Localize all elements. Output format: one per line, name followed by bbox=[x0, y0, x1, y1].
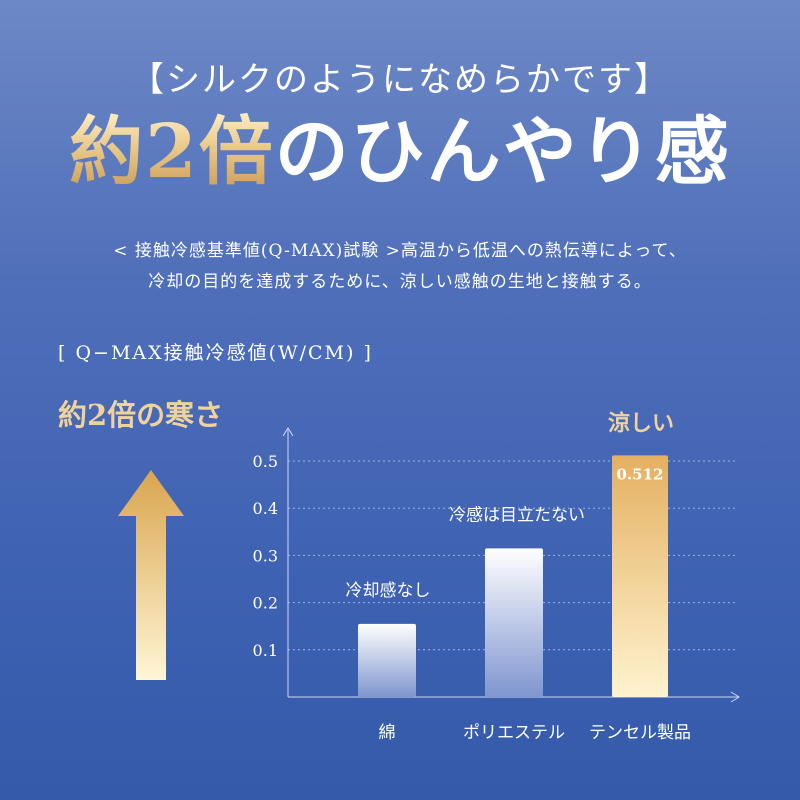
y-tick-label: 0.3 bbox=[253, 546, 278, 565]
up-arrow-icon bbox=[118, 470, 184, 684]
headline: 約2倍のひんやり感 bbox=[0, 109, 800, 195]
x-tick-label: 綿 bbox=[379, 723, 396, 743]
y-tick-label: 0.1 bbox=[253, 641, 278, 660]
subtitle: 【シルクのようになめらかです】 bbox=[130, 60, 670, 100]
bar bbox=[485, 548, 543, 697]
description-line-1: < 接触冷感基準値(Q-MAX)試験 >高温から低温への熱伝導によって、 bbox=[113, 241, 687, 261]
x-axis-arrow-icon bbox=[730, 691, 740, 703]
x-tick-label: ポリエステル bbox=[463, 723, 565, 743]
qmax-label: [ Q−MAX接触冷感値(W/CM) ] bbox=[58, 342, 373, 364]
y-tick-label: 0.4 bbox=[253, 499, 278, 518]
bar-annotation: 涼しい bbox=[608, 410, 674, 436]
bar-annotation: 冷感は目立たない bbox=[449, 505, 585, 525]
description: < 接触冷感基準値(Q-MAX)試験 >高温から低温への熱伝導によって、 冷却の… bbox=[0, 236, 800, 298]
bar-annotation: 冷却感なし bbox=[346, 581, 431, 601]
data-label: 0.512 bbox=[617, 465, 664, 483]
bar bbox=[612, 455, 668, 697]
headline-highlight: 約2倍 bbox=[69, 109, 275, 195]
x-tick-label: テンセル製品 bbox=[589, 723, 691, 743]
twice-cold-label: 約2倍の寒さ bbox=[58, 398, 224, 432]
y-axis-arrow-icon bbox=[282, 427, 294, 437]
y-tick-label: 0.2 bbox=[253, 594, 278, 613]
bar bbox=[358, 623, 416, 697]
headline-rest: のひんやり感 bbox=[274, 109, 731, 195]
description-line-2: 冷却の目的を達成するために、涼しい感触の生地と接触する。 bbox=[148, 272, 652, 292]
y-tick-label: 0.5 bbox=[253, 452, 278, 471]
